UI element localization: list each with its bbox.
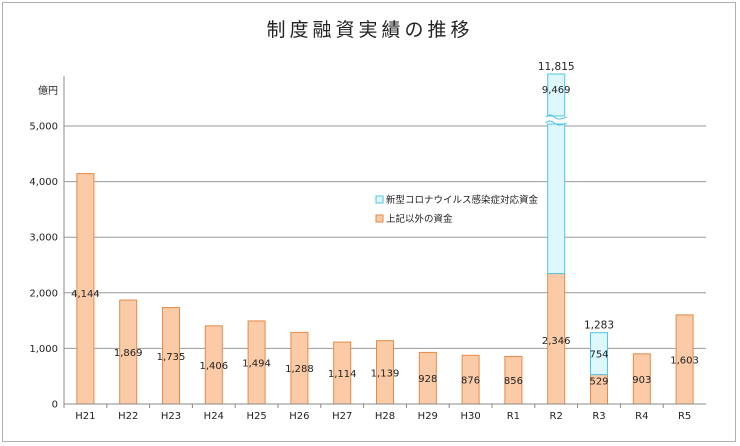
data-label-H22-other: 1,869 xyxy=(114,348,143,359)
bars xyxy=(76,73,694,405)
data-label-H30-other: 876 xyxy=(461,376,480,387)
axis-break-mark xyxy=(545,114,567,120)
x-tick-label: H24 xyxy=(204,411,224,422)
data-label-H24-other: 1,406 xyxy=(199,361,228,372)
x-tick-label: H29 xyxy=(418,411,438,422)
total-label-R3: 1,283 xyxy=(584,320,614,332)
x-tick-label: R4 xyxy=(635,411,648,422)
axis-break-mark xyxy=(545,120,567,126)
x-tick-label: H27 xyxy=(332,411,352,422)
data-label-H26-other: 1,288 xyxy=(285,364,314,375)
bar-R2-covid-lower xyxy=(547,123,566,275)
data-label-R3-covid: 754 xyxy=(589,350,608,361)
y-tick-label: 3,000 xyxy=(29,233,58,244)
data-label-H23-other: 1,735 xyxy=(157,352,186,363)
bar-R3-covid xyxy=(590,332,608,376)
x-tick-label: R5 xyxy=(678,411,691,422)
x-tick-label: H26 xyxy=(289,411,309,422)
y-tick-label: 0 xyxy=(52,400,58,411)
legend-label: 上記以外の資金 xyxy=(386,213,453,225)
gridlines xyxy=(64,125,706,349)
data-labels: 4,144 1,869 1,735 1,406 1,494 1,288 1,114 1,139… xyxy=(71,61,699,388)
y-tick-label: 1,000 xyxy=(29,344,58,355)
axes: 0 1,000 2,000 3,000 4,000 5,000 H21 H22 H23 H24 H2… xyxy=(29,76,706,422)
data-label-H25-other: 1,494 xyxy=(242,358,271,369)
x-tick-label: H30 xyxy=(460,411,480,422)
data-label-H27-other: 1,114 xyxy=(328,369,357,380)
chart-title: 制度融資実績の推移 xyxy=(266,19,473,41)
y-axis-unit: 億円 xyxy=(38,84,58,97)
x-tick-label: H23 xyxy=(161,411,181,422)
x-tick-label: R2 xyxy=(550,411,563,422)
legend-swatch xyxy=(375,214,384,223)
data-label-H29-other: 928 xyxy=(418,374,437,385)
data-label-R4-other: 903 xyxy=(632,375,651,386)
legend-label: 新型コロナウイルス感染症対応資金 xyxy=(386,194,539,206)
x-tick-label: H28 xyxy=(375,411,395,422)
data-label-R3-other: 529 xyxy=(589,377,608,388)
data-label-H21-other: 4,144 xyxy=(71,289,100,300)
data-label-R2-other: 2,346 xyxy=(542,336,571,347)
legend-swatch xyxy=(375,195,384,204)
x-tick-label: R1 xyxy=(507,411,520,422)
y-tick-label: 4,000 xyxy=(29,177,58,188)
bar-R2-covid-upper xyxy=(547,73,566,117)
x-tick-label: H22 xyxy=(118,411,138,422)
x-tick-label: H21 xyxy=(75,411,95,422)
data-label-R1-other: 856 xyxy=(504,376,523,387)
data-label-R5-other: 1,603 xyxy=(670,355,699,366)
x-tick-label: H25 xyxy=(246,411,266,422)
data-label-R2-covid: 9,469 xyxy=(542,85,571,96)
data-label-H28-other: 1,139 xyxy=(371,368,400,379)
y-tick-label: 5,000 xyxy=(29,122,58,133)
x-tick-label: R3 xyxy=(592,411,605,422)
total-label-R2: 11,815 xyxy=(538,61,575,73)
y-tick-label: 2,000 xyxy=(29,288,58,299)
